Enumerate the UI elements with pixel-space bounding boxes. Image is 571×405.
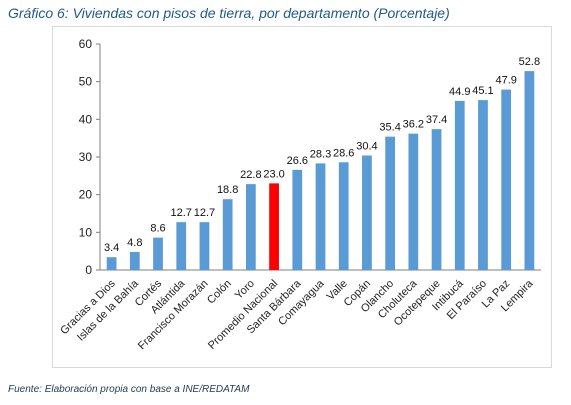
bar [524, 71, 535, 271]
bar [454, 100, 465, 270]
y-tick-label: 30 [79, 150, 93, 164]
y-tick-label: 0 [85, 263, 92, 277]
value-label: 18.8 [217, 184, 238, 196]
bar [176, 222, 187, 270]
value-label: 37.4 [426, 114, 447, 126]
bar [153, 237, 163, 270]
bar [245, 184, 256, 270]
category-label: Colón [205, 278, 234, 307]
value-label: 36.2 [403, 119, 424, 131]
bar [338, 162, 349, 270]
value-label: 47.9 [495, 75, 516, 87]
bar [315, 163, 326, 270]
bar [362, 155, 372, 270]
value-label: 3.4 [104, 242, 119, 254]
y-tick-label: 20 [79, 188, 93, 202]
value-label: 30.4 [356, 140, 377, 152]
bar [222, 199, 233, 270]
value-label: 26.6 [287, 155, 308, 167]
source-note: Fuente: Elaboración propia con base a IN… [8, 384, 250, 395]
value-label: 23.0 [263, 168, 284, 180]
value-label: 12.7 [194, 207, 215, 219]
value-label: 52.8 [519, 56, 540, 68]
value-label: 44.9 [449, 86, 470, 98]
bar [478, 100, 488, 271]
chart-title: Gráfico 6: Viviendas con pisos de tierra… [8, 5, 450, 21]
value-label: 12.7 [171, 207, 192, 219]
bar [431, 129, 442, 270]
bar [106, 257, 117, 270]
y-tick-label: 50 [79, 75, 93, 89]
value-label: 8.6 [150, 223, 165, 235]
value-label: 28.3 [310, 148, 331, 160]
bar [501, 89, 512, 270]
bar [129, 251, 140, 270]
bars [106, 71, 535, 271]
value-labels: 3.4 4.88.612.7 12.718.822.8 23.026.628.3 28.… [104, 56, 540, 254]
bar [292, 169, 303, 270]
value-label: 28.6 [333, 147, 354, 159]
y-tick-label: 10 [79, 225, 93, 239]
bar [408, 133, 419, 270]
value-label: 22.8 [240, 169, 261, 181]
value-label: 4.8 [127, 237, 142, 249]
value-label: 35.4 [379, 122, 400, 134]
y-tick-label: 40 [79, 112, 93, 126]
bar-highlight [269, 183, 279, 270]
bar [385, 136, 396, 270]
bar [199, 222, 210, 270]
y-tick-label: 60 [79, 37, 93, 51]
value-label: 45.1 [472, 85, 493, 97]
chart-frame [52, 26, 552, 368]
